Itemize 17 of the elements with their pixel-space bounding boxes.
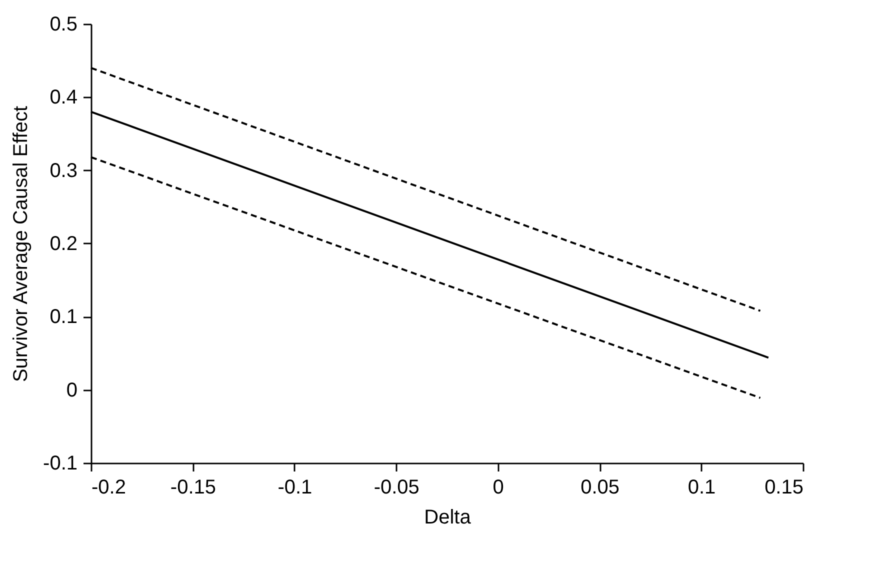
x-tick-label: -0.1 xyxy=(278,476,312,498)
x-tick-label: -0.2 xyxy=(92,476,126,498)
x-axis-title: Delta xyxy=(424,506,472,528)
y-axis-title: Survivor Average Causal Effect xyxy=(10,106,32,382)
y-tick-label: 0.1 xyxy=(50,306,78,328)
x-tick-label: -0.15 xyxy=(170,476,216,498)
y-tick-label: 0.5 xyxy=(50,14,78,36)
y-tick-label: 0 xyxy=(66,379,78,402)
x-tick-label: 0 xyxy=(492,476,504,498)
y-tick-label: -0.1 xyxy=(43,452,78,474)
y-tick-label: 0.2 xyxy=(50,233,78,255)
x-tick-label: 0.1 xyxy=(688,476,716,498)
y-tick-label: 0.3 xyxy=(50,160,78,182)
x-tick-label: 0.15 xyxy=(764,476,804,498)
x-tick-label: 0.05 xyxy=(580,476,620,498)
x-tick-label: -0.05 xyxy=(374,476,420,498)
y-tick-label: 0.4 xyxy=(50,86,78,109)
